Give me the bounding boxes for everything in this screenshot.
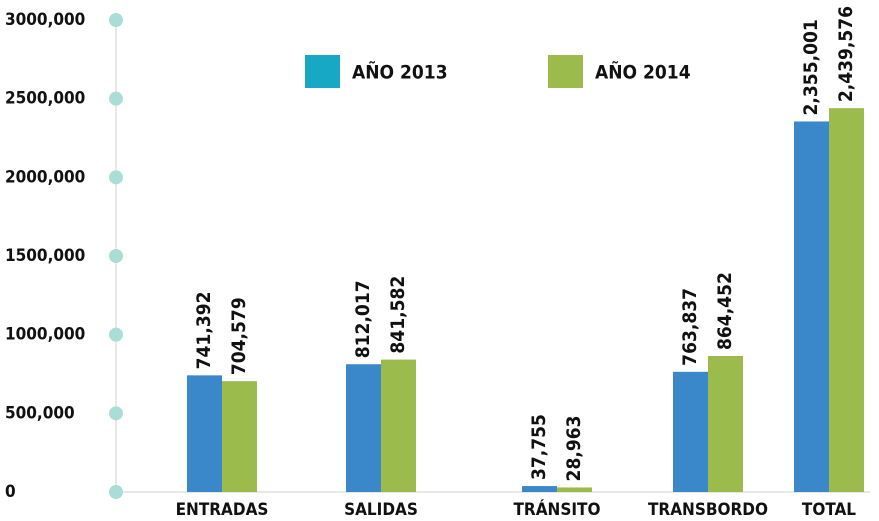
- bar: [829, 108, 864, 493]
- y-tick-dot: [109, 249, 123, 263]
- value-label: 812,017: [352, 280, 374, 358]
- legend-label: AÑO 2013: [352, 60, 448, 84]
- y-tick-dot: [109, 170, 123, 185]
- y-tick-dot: [109, 406, 123, 421]
- value-label: 841,582: [387, 276, 409, 354]
- value-label: 37,755: [528, 414, 550, 480]
- legend-swatch: [305, 55, 340, 88]
- y-tick-label: 0: [5, 482, 16, 502]
- x-tick-label: TRANSBORDO: [648, 500, 768, 520]
- x-tick-label: ENTRADAS: [176, 500, 269, 520]
- bar: [381, 359, 416, 492]
- legend-swatch: [548, 55, 583, 88]
- bar: [346, 364, 381, 492]
- y-tick-dot: [109, 327, 123, 342]
- value-label: 2,439,576: [835, 6, 857, 102]
- y-tick-dot: [109, 485, 123, 499]
- value-label: 864,452: [714, 272, 736, 350]
- bar: [708, 355, 743, 492]
- y-tick-label: 500,000: [5, 403, 75, 423]
- y-tick-label: 3000,000: [5, 10, 85, 30]
- x-tick-label: TRÁNSITO: [514, 498, 601, 520]
- y-tick-label: 1500,000: [5, 246, 85, 266]
- bar: [794, 121, 829, 492]
- legend-label: AÑO 2014: [595, 60, 691, 84]
- x-tick-label: SALIDAS: [344, 500, 418, 520]
- y-tick-dot: [109, 91, 123, 106]
- value-label: 763,837: [679, 288, 701, 366]
- value-label: 704,579: [228, 297, 250, 375]
- value-label: 741,392: [193, 291, 215, 369]
- y-tick-label: 2000,000: [5, 167, 85, 187]
- bar: [673, 371, 708, 492]
- y-tick-dot: [109, 13, 123, 27]
- value-label: 2,355,001: [800, 19, 822, 115]
- y-tick-label: 1000,000: [5, 325, 85, 345]
- bar: [557, 487, 592, 492]
- x-tick-label: TOTAL: [802, 500, 856, 520]
- bar: [522, 486, 557, 492]
- bar: [222, 381, 257, 492]
- y-tick-label: 2500,000: [5, 89, 85, 109]
- bar: [187, 375, 222, 492]
- value-label: 28,963: [563, 415, 585, 481]
